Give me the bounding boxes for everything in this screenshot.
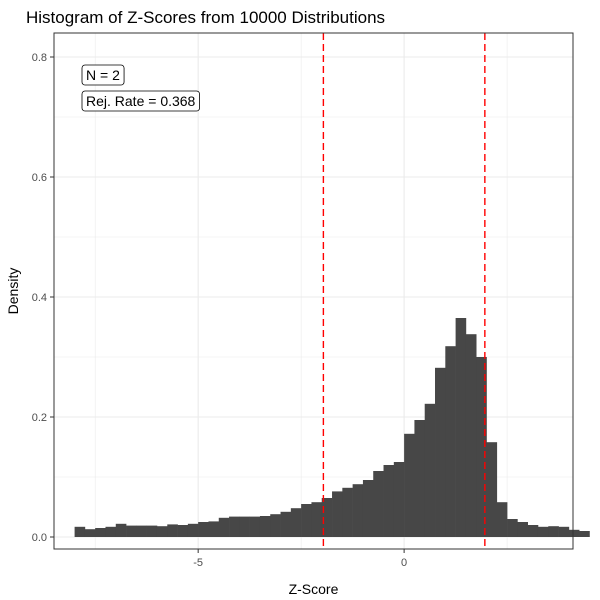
x-axis-title: Z-Score	[289, 581, 339, 597]
histogram-bar	[301, 504, 312, 537]
histogram-bar	[507, 519, 518, 537]
histogram-bar	[352, 484, 364, 537]
histogram-bar	[187, 523, 199, 537]
histogram-bar	[496, 502, 508, 537]
y-tick-label: 0.4	[32, 292, 47, 304]
histogram-bar	[548, 526, 559, 537]
histogram-bar	[290, 508, 302, 537]
x-axis-ticks: -5 0	[193, 549, 407, 569]
histogram-bar	[259, 516, 271, 537]
y-axis-ticks: 0.0 0.2 0.4 0.6 0.8	[32, 52, 54, 544]
x-tick-label: -5	[193, 557, 203, 569]
histogram-bar	[383, 465, 395, 537]
histogram-bar	[332, 491, 343, 537]
annotation-n-text: N = 2	[86, 67, 120, 83]
histogram-bar	[517, 522, 528, 537]
histogram-bar	[342, 487, 353, 537]
histogram-bar	[435, 367, 446, 537]
y-tick-label: 0.8	[32, 52, 47, 64]
histogram-bar	[465, 334, 477, 537]
histogram-bar	[486, 442, 498, 537]
histogram-bar	[105, 526, 117, 537]
histogram-bar	[414, 420, 426, 537]
y-tick-label: 0.0	[32, 532, 47, 544]
histogram-bar	[527, 525, 539, 537]
histogram-bar	[208, 521, 220, 537]
histogram-bar	[229, 516, 240, 537]
histogram-bar	[455, 318, 467, 537]
histogram-bar	[136, 525, 147, 537]
reference-lines	[322, 33, 486, 549]
annotation-n-box	[81, 64, 125, 86]
histogram-bar	[156, 526, 168, 537]
annotation-rate-box	[81, 90, 200, 112]
panel-border	[53, 32, 574, 550]
histogram-bar	[167, 524, 178, 537]
histogram-bar	[537, 526, 549, 537]
histogram-bars	[74, 318, 590, 537]
histogram-bar	[146, 525, 158, 537]
histogram-bar	[218, 517, 230, 537]
histogram-bar	[249, 516, 261, 537]
histogram-bar	[280, 511, 292, 537]
y-tick-label: 0.2	[32, 412, 47, 424]
histogram-bar	[198, 522, 209, 537]
histogram-bar	[177, 525, 189, 537]
histogram-bar	[84, 529, 96, 537]
y-axis-title: Density	[5, 268, 21, 315]
x-tick-label: 0	[401, 557, 407, 569]
histogram-bar	[568, 529, 580, 537]
histogram-bar	[558, 526, 570, 537]
histogram-bar	[311, 502, 323, 537]
y-tick-label: 0.6	[32, 172, 47, 184]
histogram-bar	[404, 433, 415, 537]
histogram-bar	[321, 498, 333, 537]
histogram-bar	[373, 471, 384, 537]
annotation-rate-text: Rej. Rate = 0.368	[86, 93, 196, 109]
chart-title: Histogram of Z-Scores from 10000 Distrib…	[26, 8, 385, 27]
histogram-bar	[445, 346, 456, 537]
histogram-bar	[393, 462, 405, 537]
histogram-bar	[126, 525, 137, 537]
histogram-bar	[424, 403, 436, 537]
histogram-bar	[579, 531, 590, 537]
annotation-labels: N = 2 Rej. Rate = 0.368	[81, 64, 200, 112]
histogram-bar	[115, 523, 127, 537]
histogram-bar	[476, 357, 487, 537]
histogram-bar	[239, 516, 250, 537]
histogram-bar	[270, 514, 281, 537]
histogram-bar	[74, 526, 86, 537]
histogram-bar	[95, 528, 106, 537]
histogram-bar	[362, 480, 374, 537]
